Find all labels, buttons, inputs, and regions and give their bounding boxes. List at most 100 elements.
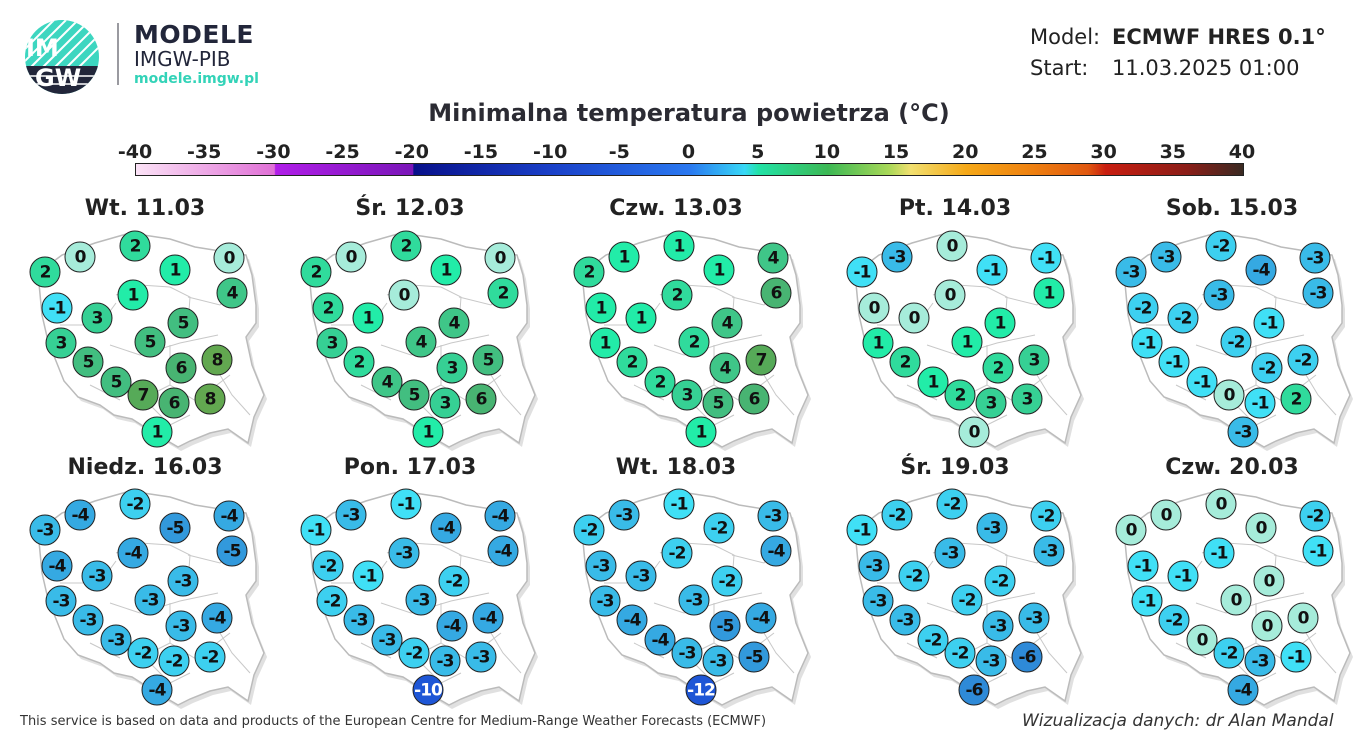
station-temperature-marker: -6 <box>1011 641 1043 673</box>
colorbar-tick-label: 15 <box>882 141 910 163</box>
station-temperature-marker: -1 <box>1280 641 1312 673</box>
colorbar-tick-label: -15 <box>463 141 499 163</box>
station-temperature-marker: -3 <box>625 560 657 592</box>
colorbar-tick-label: 25 <box>1021 141 1048 163</box>
station-temperature-marker: 1 <box>703 254 735 286</box>
day-title: Pon. 17.03 <box>343 455 477 480</box>
station-temperature-marker: 0 <box>335 241 367 273</box>
station-temperature-marker: 4 <box>405 326 437 358</box>
station-temperature-marker: 1 <box>625 302 657 334</box>
station-temperature-marker: -6 <box>958 674 990 706</box>
station-temperature-marker: 1 <box>117 279 149 311</box>
svg-text:GW: GW <box>35 64 81 92</box>
station-temperature-marker: -1 <box>846 514 878 546</box>
station-temperature-marker: 0 <box>1287 602 1319 634</box>
brand-subtitle: IMGW-PIB <box>134 47 231 71</box>
station-temperature-marker: -1 <box>1030 242 1062 274</box>
station-temperature-marker: -3 <box>81 560 113 592</box>
station-temperature-marker: 0 <box>1150 499 1182 531</box>
colorbar-tick-label: -30 <box>256 141 291 163</box>
day-title: Czw. 20.03 <box>1165 455 1299 480</box>
station-temperature-marker: -1 <box>663 488 695 520</box>
map-title: Minimalna temperatura powietrza (°C) <box>428 99 950 127</box>
start-info: Start: 11.03.2025 01:00 <box>1030 56 1299 80</box>
station-temperature-marker: 0 <box>1213 379 1245 411</box>
station-temperature-marker: -2 <box>1167 302 1199 334</box>
station-temperature-marker: -2 <box>917 624 949 656</box>
day-title: Śr. 19.03 <box>900 455 1010 480</box>
station-temperature-marker: 6 <box>738 383 770 415</box>
station-temperature-marker: -2 <box>1213 637 1245 669</box>
station-temperature-marker: -2 <box>1127 292 1159 324</box>
station-temperature-marker: 0 <box>1186 624 1218 656</box>
station-temperature-marker: -3 <box>881 241 913 273</box>
station-temperature-marker: 1 <box>951 326 983 358</box>
station-temperature-marker: 5 <box>72 346 104 378</box>
station-temperature-marker: -2 <box>951 584 983 616</box>
colorbar-tick-label: 0 <box>681 141 696 163</box>
station-temperature-marker: 2 <box>944 379 976 411</box>
station-temperature-marker: 0 <box>388 279 420 311</box>
station-temperature-marker: 2 <box>29 256 61 288</box>
station-temperature-marker: -4 <box>436 610 468 642</box>
station-temperature-marker: -1 <box>846 256 878 288</box>
colorbar-tick-label: -40 <box>117 141 153 163</box>
station-temperature-marker: 6 <box>465 383 497 415</box>
station-temperature-marker: 2 <box>343 346 375 378</box>
footer-credit: Wizualizacja danych: dr Alan Mandal <box>1022 711 1334 731</box>
station-temperature-marker: 3 <box>1018 344 1050 376</box>
station-temperature-marker: -3 <box>1018 602 1050 634</box>
brand-url-link[interactable]: modele.imgw.pl <box>134 71 259 87</box>
station-temperature-marker: 2 <box>300 256 332 288</box>
station-temperature-marker: -3 <box>429 645 461 677</box>
station-temperature-marker: -2 <box>1299 500 1331 532</box>
station-temperature-marker: -1 <box>1253 307 1285 339</box>
station-temperature-marker: -4 <box>201 602 233 634</box>
station-temperature-marker: 6 <box>158 387 190 419</box>
station-temperature-marker: 1 <box>585 292 617 324</box>
station-temperature-marker: 3 <box>1011 383 1043 415</box>
station-temperature-marker: -3 <box>585 550 617 582</box>
station-temperature-marker: -3 <box>1302 277 1334 309</box>
station-temperature-marker: -1 <box>390 488 422 520</box>
station-temperature-marker: 2 <box>390 230 422 262</box>
station-temperature-marker: -1 <box>1167 560 1199 592</box>
station-temperature-marker: -1 <box>1203 537 1235 569</box>
day-map: 0 0 0 0 -2 -1 -1 -1 -1 0 -1 0 0 0 -2 0 -2 -3 -1 -4 <box>1106 483 1355 713</box>
station-temperature-marker: 0 <box>936 230 968 262</box>
station-temperature-marker: 0 <box>64 241 96 273</box>
station-temperature-marker: 2 <box>487 277 519 309</box>
station-temperature-marker: -3 <box>1227 416 1259 448</box>
station-temperature-marker: -3 <box>889 604 921 636</box>
station-temperature-marker: -2 <box>661 537 693 569</box>
station-temperature-marker: -3 <box>671 637 703 669</box>
station-temperature-marker: -2 <box>936 488 968 520</box>
start-value: 11.03.2025 01:00 <box>1112 56 1300 80</box>
station-temperature-marker: 3 <box>81 302 113 334</box>
station-temperature-marker: 2 <box>312 292 344 324</box>
station-temperature-marker: 2 <box>616 346 648 378</box>
station-temperature-marker: -2 <box>881 499 913 531</box>
station-temperature-marker: 0 <box>858 292 890 324</box>
station-temperature-marker: -2 <box>1251 352 1283 384</box>
station-temperature-marker: -10 <box>412 674 444 706</box>
colorbar-tick-label: 30 <box>1090 141 1117 163</box>
station-temperature-marker: 2 <box>573 256 605 288</box>
station-temperature-marker: -3 <box>678 584 710 616</box>
day-map: -3 -1 -2 -2 -3 -2 -4 -3 -3 -2 -3 -3 -5 -4 -4 -4 -3 -3 -5 -1… <box>564 483 824 713</box>
footer-attribution: This service is based on data and produc… <box>20 714 767 729</box>
station-temperature-marker: -2 <box>312 550 344 582</box>
station-temperature-marker: -5 <box>709 610 741 642</box>
model-info: Model: ECMWF HRES 0.1° <box>1030 25 1326 49</box>
station-temperature-marker: -4 <box>141 674 173 706</box>
station-temperature-marker: 5 <box>167 307 199 339</box>
colorbar-tick-label: -20 <box>394 141 429 163</box>
station-temperature-marker: 2 <box>661 279 693 311</box>
colorbar-tick-label: -25 <box>325 141 360 163</box>
station-temperature-marker: -2 <box>703 512 735 544</box>
station-temperature-marker: -1 <box>976 254 1008 286</box>
station-temperature-marker: -4 <box>213 500 245 532</box>
station-temperature-marker: 4 <box>709 352 741 384</box>
colorbar-tick-label: 35 <box>1159 141 1187 163</box>
